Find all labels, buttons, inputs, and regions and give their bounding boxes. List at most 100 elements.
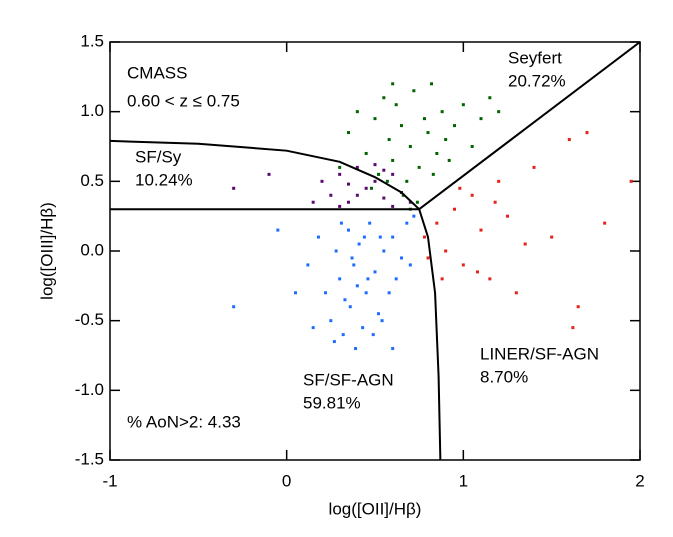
annotation: 0.60 < z ≤ 0.75	[127, 91, 240, 110]
annotation: Seyfert	[508, 48, 562, 67]
point	[377, 172, 381, 176]
point	[391, 204, 395, 208]
point	[355, 284, 359, 288]
point	[412, 89, 416, 93]
point	[444, 249, 448, 253]
point	[357, 242, 361, 246]
point	[232, 305, 236, 309]
point	[294, 291, 297, 295]
point	[338, 204, 342, 208]
point	[479, 228, 483, 232]
point	[306, 263, 310, 267]
point	[435, 221, 439, 225]
annotation: LINER/SF-AGN	[480, 344, 599, 363]
point	[514, 291, 518, 295]
point	[338, 277, 342, 281]
point	[355, 165, 359, 169]
y-tick-label: -1.0	[75, 380, 104, 399]
point	[461, 263, 465, 267]
annotation: % AoN>2: 4.33	[127, 412, 241, 431]
point	[338, 172, 342, 176]
point	[408, 263, 412, 267]
point	[347, 182, 350, 186]
point	[412, 214, 416, 218]
point	[422, 235, 426, 239]
point	[385, 179, 389, 183]
annotation: CMASS	[127, 63, 187, 82]
point	[368, 221, 372, 225]
point	[405, 179, 409, 183]
point	[382, 96, 386, 100]
x-tick-label: 1	[459, 471, 468, 490]
point	[426, 256, 430, 260]
y-tick-label: 0.5	[80, 171, 104, 190]
annotation: SF/SF-AGN	[303, 370, 394, 389]
point	[497, 179, 501, 183]
point	[497, 110, 501, 114]
point	[373, 117, 377, 121]
annotation: 8.70%	[480, 367, 528, 386]
point	[311, 200, 315, 204]
point	[382, 168, 386, 172]
x-tick-label: -1	[102, 471, 117, 490]
point	[366, 277, 370, 281]
point	[329, 319, 333, 323]
point	[422, 117, 426, 121]
point	[362, 235, 366, 239]
point	[373, 163, 377, 167]
point	[324, 291, 328, 295]
point	[338, 165, 342, 169]
point	[339, 221, 343, 225]
point	[378, 235, 382, 239]
annotation: SF/Sy	[135, 147, 182, 166]
point	[347, 200, 350, 204]
point	[408, 200, 412, 204]
point	[352, 263, 356, 267]
point	[387, 291, 391, 295]
point	[417, 165, 421, 169]
point	[629, 179, 633, 183]
point	[382, 196, 386, 200]
point	[571, 326, 575, 330]
point	[603, 221, 607, 225]
annotation: 59.81%	[303, 393, 361, 412]
point	[488, 277, 492, 281]
point	[400, 256, 403, 260]
point	[347, 228, 350, 232]
point	[371, 333, 375, 337]
point	[479, 117, 483, 121]
annotation: 20.72%	[508, 71, 566, 90]
point	[523, 242, 527, 246]
point	[373, 270, 377, 274]
x-axis-label: log([OII]/Hβ)	[329, 499, 422, 518]
point	[361, 326, 365, 330]
point	[394, 103, 398, 107]
point	[387, 138, 391, 142]
point	[567, 138, 571, 142]
point	[550, 235, 554, 239]
point	[470, 193, 474, 197]
boundary-line	[418, 41, 641, 210]
point	[391, 158, 395, 162]
point	[276, 228, 280, 232]
point	[400, 124, 403, 128]
point	[426, 131, 430, 135]
point	[382, 249, 386, 253]
point	[435, 151, 439, 155]
boundary-line	[109, 139, 442, 461]
point	[364, 151, 368, 155]
point	[458, 186, 462, 190]
point	[348, 305, 352, 309]
point	[470, 145, 474, 148]
point	[430, 82, 434, 86]
point	[364, 186, 368, 190]
point	[332, 340, 336, 344]
y-tick-label: 0.0	[80, 240, 104, 259]
y-tick-label: 1.5	[80, 31, 104, 50]
point	[488, 96, 492, 100]
point	[440, 277, 444, 281]
point	[373, 179, 377, 183]
point	[355, 110, 359, 114]
point	[415, 200, 419, 204]
